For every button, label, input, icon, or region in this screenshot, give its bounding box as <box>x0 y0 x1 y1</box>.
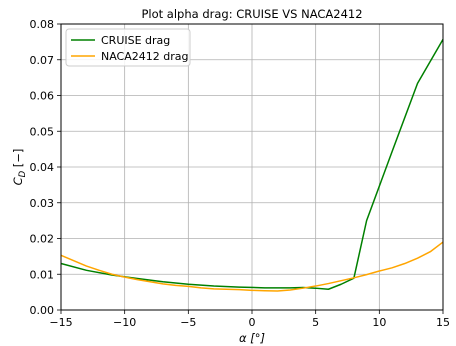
series-line-1 <box>60 241 444 292</box>
x-axis-label: α [°] <box>239 331 265 345</box>
y-tick-label: 0.08 <box>30 18 55 31</box>
x-tick-label: −10 <box>113 316 136 329</box>
legend-box <box>65 28 191 67</box>
y-tick-label: 0.03 <box>30 197 55 210</box>
x-tick-label: −15 <box>49 316 72 329</box>
series-line-0 <box>60 38 444 291</box>
legend: CRUISE drag NACA2412 drag <box>65 28 191 67</box>
legend-label: CRUISE drag <box>101 34 170 47</box>
grid <box>60 23 444 311</box>
x-tick-label: 15 <box>436 316 450 329</box>
y-axis-label: CD [−] <box>11 149 28 186</box>
y-tick-label: 0.00 <box>30 304 55 317</box>
y-tick-label: 0.02 <box>30 233 55 246</box>
y-tick-label: 0.05 <box>30 125 55 138</box>
x-tick-label: −5 <box>180 316 196 329</box>
legend-label: NACA2412 drag <box>101 50 188 63</box>
y-axis: 0.00 0.01 0.02 0.03 0.04 0.05 0.06 0.07 0.08 <box>30 18 61 317</box>
x-tick-label: 5 <box>312 316 319 329</box>
chart-title: Plot alpha drag: CRUISE VS NACA2412 <box>141 7 362 21</box>
x-tick-label: 10 <box>372 316 386 329</box>
y-tick-label: 0.06 <box>30 90 55 103</box>
y-tick-label: 0.04 <box>30 161 55 174</box>
y-tick-label: 0.01 <box>30 268 55 281</box>
x-axis: −15 −10 −5 0 5 10 15 <box>49 310 450 329</box>
y-tick-label: 0.07 <box>30 54 55 67</box>
series-layer <box>60 38 444 292</box>
x-tick-label: 0 <box>249 316 256 329</box>
